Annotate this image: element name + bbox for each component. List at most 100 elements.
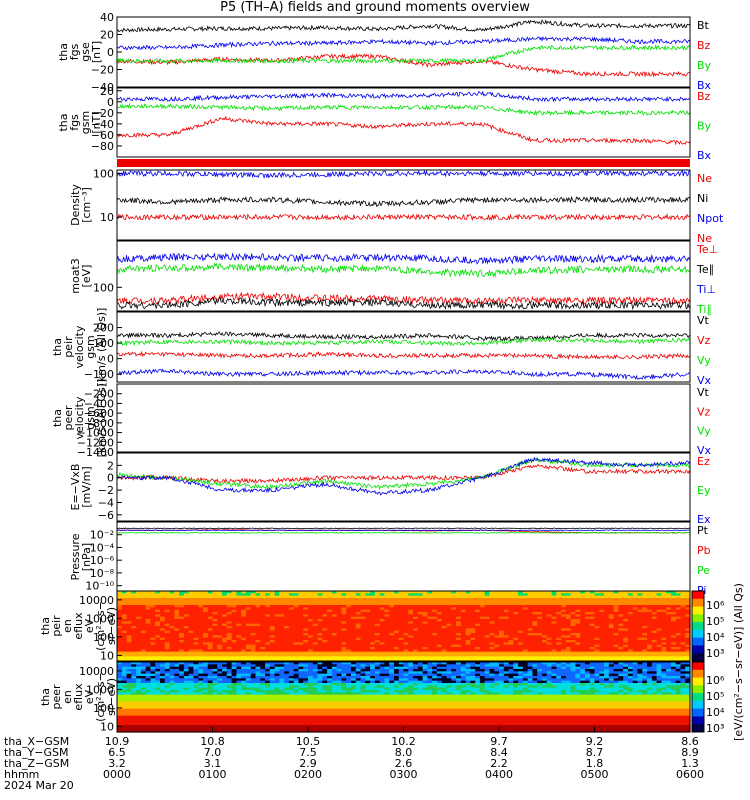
- xtick-label: 8.9: [681, 746, 699, 759]
- xaxis-row-label: tha_X−GSM: [4, 735, 69, 748]
- legend-By: By: [697, 59, 712, 72]
- series-efield-Ez: [116, 463, 691, 484]
- ytick-label: 10⁻²: [90, 529, 114, 542]
- xtick-label: 0000: [103, 768, 131, 781]
- ylabel: fgs: [68, 114, 81, 131]
- colorbar-tick: 10⁵: [706, 615, 724, 628]
- ylabel: sr−eV): [105, 678, 118, 716]
- legend-Vx: Vx: [697, 444, 712, 457]
- ylabel: [km/s (All Qs)]: [95, 308, 108, 387]
- ylabel: eflux: [72, 683, 85, 711]
- ylabel: sr−eV): [105, 607, 118, 645]
- xtick-label: 1.3: [681, 757, 699, 770]
- series-peir_velocity-Vz: [116, 350, 691, 361]
- ylabel: en: [61, 690, 74, 704]
- ylabel: peir: [50, 615, 63, 637]
- xtick-label: 7.0: [204, 746, 222, 759]
- ylabel: [mV/m]: [80, 466, 93, 507]
- series-peir_velocity-Vx: [117, 368, 691, 381]
- ylabel: [nT]: [90, 111, 103, 133]
- title: P5 (TH–A) fields and ground moments over…: [220, 0, 530, 15]
- series-peir_velocity-Vy: [116, 336, 691, 347]
- ylabel: tha: [39, 688, 52, 706]
- legend-Vy: Vy: [697, 425, 711, 438]
- ylabel: Density: [69, 184, 82, 226]
- ylabel: tha: [51, 338, 64, 356]
- legend-Vz: Vz: [697, 405, 711, 418]
- ytick-label: −40: [91, 118, 114, 131]
- legend-Ey: Ey: [697, 484, 711, 497]
- ytick-label: 10⁻⁴: [90, 541, 115, 554]
- legend-Npot: Npot: [697, 212, 724, 225]
- ytick-label: −40: [91, 81, 114, 94]
- ytick-label: −100: [84, 368, 114, 381]
- ytick-label: 1000: [86, 612, 114, 625]
- xtick-label: 0300: [390, 768, 418, 781]
- series-temperature-Ti⊥: [116, 252, 691, 265]
- ephemeris-strip: [117, 159, 690, 167]
- legend-Ez: Ez: [697, 455, 710, 468]
- ytick-label: −800: [84, 417, 114, 430]
- legend-Ne: Ne: [697, 172, 712, 185]
- panel-frame-peer_velocity: [116, 383, 691, 453]
- series-density-Ne: [116, 213, 691, 222]
- series-fgs_gsm-Bz: [116, 115, 691, 146]
- colorbar-tick: 10³: [706, 722, 724, 735]
- legend-Ex: Ex: [697, 513, 711, 526]
- legend-Pb: Pb: [697, 544, 711, 557]
- series-temperature-Te⊥: [116, 291, 691, 306]
- legend-Ti∥: Ti∥: [696, 303, 712, 316]
- ytick-label: −1000: [77, 427, 114, 440]
- ylabel: peir: [62, 336, 75, 358]
- xtick-label: 3.1: [204, 757, 222, 770]
- colorbar-tick: 10⁶: [706, 599, 725, 612]
- ylabel: peer: [62, 405, 75, 431]
- ytick-label: 10: [100, 720, 114, 733]
- ylabel: velocity: [73, 325, 86, 368]
- ytick-label: 2: [107, 459, 114, 472]
- ylabel: gse: [79, 42, 92, 62]
- series-density-Npot: [116, 169, 691, 180]
- legend-Te∥: Te∥: [696, 263, 714, 276]
- ytick-label: −1200: [77, 436, 114, 449]
- xtick-label: 10.2: [391, 735, 416, 748]
- xaxis-row-label: tha_Y−GSM: [4, 746, 68, 759]
- ylabel: velocity: [73, 396, 86, 439]
- ytick-label: −1400: [77, 446, 114, 459]
- ytick-label: −600: [84, 407, 114, 420]
- panel-frame-fgs_gsm: [116, 87, 691, 158]
- colorbar-tick: 10⁴: [706, 706, 725, 719]
- xtick-label: 2.6: [395, 757, 413, 770]
- ytick-label: −400: [84, 397, 114, 410]
- ylabel: [eV]: [80, 265, 93, 288]
- legend-Bx: Bx: [697, 149, 712, 162]
- xaxis-row-label: 2024 Mar 20: [4, 779, 74, 792]
- ytick-label: 0: [107, 46, 114, 59]
- colorbar-tick: 10³: [706, 647, 724, 660]
- ytick-label: 10: [100, 211, 114, 224]
- ytick-label: −2: [98, 484, 114, 497]
- xtick-label: 2.2: [490, 757, 508, 770]
- xtick-label: 1.8: [586, 757, 604, 770]
- series-peir_velocity-Vt: [116, 331, 691, 342]
- ytick-label: −80: [91, 140, 114, 153]
- xtick-label: 0400: [485, 768, 513, 781]
- colorbar-ions: [691, 590, 705, 662]
- ylabel: gsm: [79, 111, 92, 134]
- legend-Bx: Bx: [697, 79, 712, 92]
- xtick-label: 8.6: [681, 735, 699, 748]
- ylabel: [nT]: [90, 41, 103, 63]
- series-temperature-Te∥: [116, 297, 691, 311]
- series-pressure-Pe: [117, 531, 691, 534]
- panel-frame-peir_velocity: [116, 311, 691, 383]
- xtick-label: 0600: [676, 768, 704, 781]
- ytick-label: −20: [91, 64, 114, 77]
- legend-Vz: Vz: [697, 334, 711, 347]
- ytick-label: 100: [93, 631, 114, 644]
- ytick-label: 10⁻¹⁰: [85, 580, 114, 593]
- xtick-label: 10.8: [200, 735, 225, 748]
- panel-frame-temperature: [116, 240, 691, 312]
- panel-frame-efield: [116, 452, 691, 522]
- series-temperature-Ti∥: [116, 262, 691, 279]
- xaxis-row-label: hhmm: [4, 768, 39, 781]
